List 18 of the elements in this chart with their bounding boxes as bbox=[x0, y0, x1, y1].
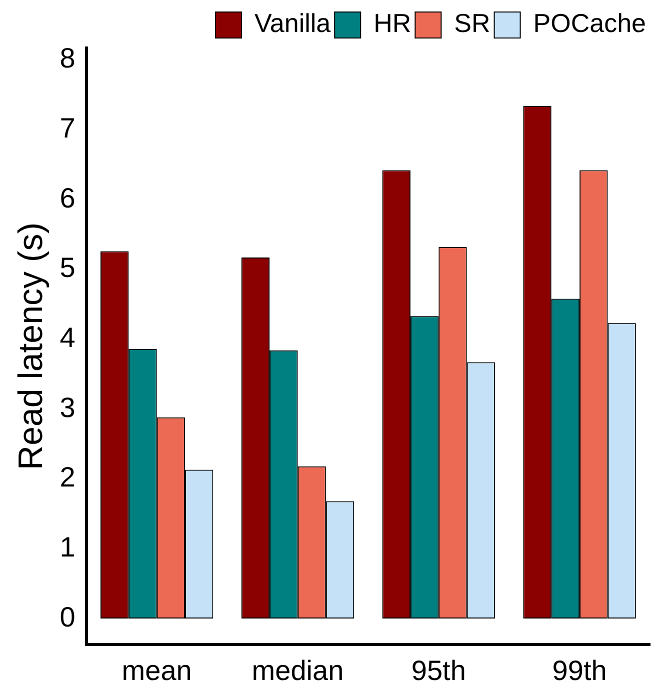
x-tick-label: 95th bbox=[411, 654, 466, 686]
y-tick-label: 3 bbox=[60, 392, 76, 423]
y-axis-title: Read latency (s) bbox=[12, 222, 50, 470]
y-tick-label: 7 bbox=[60, 112, 76, 144]
x-tick-label: median bbox=[252, 654, 344, 686]
y-tick-label: 8 bbox=[60, 42, 76, 74]
y-tick-label: 5 bbox=[60, 252, 76, 284]
x-tick-label: 99th bbox=[552, 654, 607, 686]
y-tick-label: 2 bbox=[60, 462, 76, 493]
y-tick-label: 4 bbox=[60, 322, 76, 353]
legend-label: SR bbox=[454, 8, 490, 38]
legend-label: Vanilla bbox=[254, 8, 332, 38]
y-tick-label: 1 bbox=[60, 531, 76, 562]
x-tick-label: mean bbox=[122, 654, 192, 686]
y-tick-label: 6 bbox=[60, 182, 76, 214]
legend-label: HR bbox=[374, 8, 412, 38]
legend-label: POCache bbox=[533, 8, 646, 38]
y-tick-label: 0 bbox=[60, 601, 76, 632]
